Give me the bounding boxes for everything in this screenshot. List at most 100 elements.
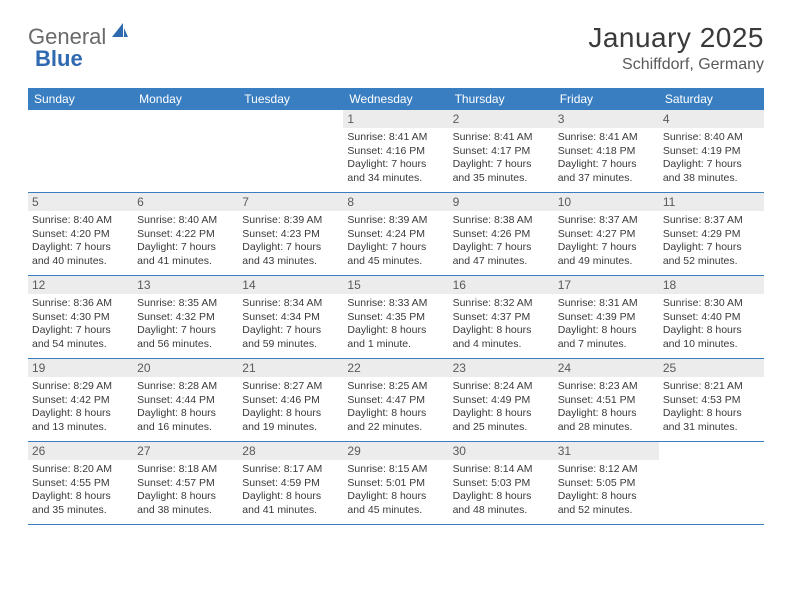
day-info: Sunrise: 8:41 AMSunset: 4:17 PMDaylight:… xyxy=(453,131,550,186)
day-cell: 5Sunrise: 8:40 AMSunset: 4:20 PMDaylight… xyxy=(28,193,133,275)
day-info: Sunrise: 8:18 AMSunset: 4:57 PMDaylight:… xyxy=(137,463,234,518)
sunrise: Sunrise: 8:41 AM xyxy=(558,131,655,145)
day-cell: 3Sunrise: 8:41 AMSunset: 4:18 PMDaylight… xyxy=(554,110,659,192)
sunset: Sunset: 5:01 PM xyxy=(347,477,444,491)
day-info: Sunrise: 8:21 AMSunset: 4:53 PMDaylight:… xyxy=(663,380,760,435)
sunset: Sunset: 4:19 PM xyxy=(663,145,760,159)
sunrise: Sunrise: 8:36 AM xyxy=(32,297,129,311)
day-cell: 27 Sunrise: 8:18 AMSunset: 4:57 PMDayligh… xyxy=(133,442,238,524)
sunset: Sunset: 4:24 PM xyxy=(347,228,444,242)
day-header-cell: Thursday xyxy=(449,88,554,110)
week-row: 19 Sunrise: 8:29 AMSunset: 4:42 PM Dayligh… xyxy=(28,359,764,442)
daylight-line2: and 52 minutes. xyxy=(558,504,655,518)
week-row: 26 Sunrise: 8:20 AMSunset: 4:55 PMDayligh… xyxy=(28,442,764,525)
day-number: 11 xyxy=(659,193,764,211)
day-cell: 8 Sunrise: 8:39 AMSunset: 4:24 PMDaylight… xyxy=(343,193,448,275)
daylight-line1: Daylight: 8 hours xyxy=(347,490,444,504)
day-number: 10 xyxy=(554,193,659,211)
sunset: Sunset: 4:17 PM xyxy=(453,145,550,159)
sunrise: Sunrise: 8:39 AM xyxy=(242,214,339,228)
month-title: January 2025 xyxy=(588,22,764,54)
daylight-line2: and 37 minutes. xyxy=(558,172,655,186)
day-number: 24 xyxy=(554,359,659,377)
day-cell: 2Sunrise: 8:41 AMSunset: 4:17 PMDaylight… xyxy=(449,110,554,192)
daylight-line1: Daylight: 8 hours xyxy=(558,324,655,338)
daylight-line2: and 40 minutes. xyxy=(32,255,129,269)
day-cell xyxy=(133,110,238,192)
sunset: Sunset: 4:32 PM xyxy=(137,311,234,325)
day-cell: 30Sunrise: 8:14 AMSunset: 5:03 PMDayligh… xyxy=(449,442,554,524)
sunset: Sunset: 4:30 PM xyxy=(32,311,129,325)
day-cell: 7Sunrise: 8:39 AMSunset: 4:23 PMDaylight… xyxy=(238,193,343,275)
day-number: 5 xyxy=(28,193,133,211)
daylight-line2: and 56 minutes. xyxy=(137,338,234,352)
sunset: Sunset: 4:42 PM xyxy=(32,394,129,408)
sunrise: Sunrise: 8:24 AM xyxy=(453,380,550,394)
week-row: 5Sunrise: 8:40 AMSunset: 4:20 PMDaylight… xyxy=(28,193,764,276)
day-number: 23 xyxy=(449,359,554,377)
sunrise: Sunrise: 8:29 AM xyxy=(32,380,129,394)
day-number: 16 xyxy=(449,276,554,294)
day-number: 26 xyxy=(28,442,133,460)
daylight-line1: Daylight: 8 hours xyxy=(242,407,339,421)
daylight-line1: Daylight: 8 hours xyxy=(663,407,760,421)
day-info: Sunrise: 8:39 AMSunset: 4:23 PMDaylight:… xyxy=(242,214,339,269)
sunrise: Sunrise: 8:25 AM xyxy=(347,380,444,394)
sunrise: Sunrise: 8:28 AM xyxy=(137,380,234,394)
daylight-line1: Daylight: 7 hours xyxy=(137,241,234,255)
day-number: 31 xyxy=(554,442,659,460)
sunset: Sunset: 4:34 PM xyxy=(242,311,339,325)
day-cell: 1Sunrise: 8:41 AMSunset: 4:16 PMDaylight… xyxy=(343,110,448,192)
sunrise: Sunrise: 8:41 AM xyxy=(453,131,550,145)
daylight-line2: and 13 minutes. xyxy=(32,421,129,435)
daylight-line2: and 4 minutes. xyxy=(453,338,550,352)
sunrise: Sunrise: 8:27 AM xyxy=(242,380,339,394)
sunset: Sunset: 5:03 PM xyxy=(453,477,550,491)
header: General January 2025 Schiffdorf, Germany xyxy=(28,22,764,74)
sunrise: Sunrise: 8:23 AM xyxy=(558,380,655,394)
daylight-line1: Daylight: 8 hours xyxy=(242,490,339,504)
daylight-line1: Daylight: 8 hours xyxy=(663,324,760,338)
daylight-line1: Daylight: 8 hours xyxy=(347,407,444,421)
sunset: Sunset: 4:37 PM xyxy=(453,311,550,325)
daylight-line2: and 7 minutes. xyxy=(558,338,655,352)
day-info: Sunrise: 8:37 AMSunset: 4:29 PMDaylight:… xyxy=(663,214,760,269)
sunset: Sunset: 4:55 PM xyxy=(32,477,129,491)
daylight-line2: and 45 minutes. xyxy=(347,504,444,518)
day-header-cell: Wednesday xyxy=(343,88,448,110)
day-header-cell: Sunday xyxy=(28,88,133,110)
daylight-line1: Daylight: 7 hours xyxy=(347,158,444,172)
day-header-cell: Tuesday xyxy=(238,88,343,110)
daylight-line2: and 47 minutes. xyxy=(453,255,550,269)
sunset: Sunset: 4:44 PM xyxy=(137,394,234,408)
day-info: Sunrise: 8:25 AMSunset: 4:47 PMDaylight:… xyxy=(347,380,444,435)
day-number: 27 xyxy=(133,442,238,460)
day-cell: 4Sunrise: 8:40 AMSunset: 4:19 PMDaylight… xyxy=(659,110,764,192)
daylight-line2: and 16 minutes. xyxy=(137,421,234,435)
daylight-line1: Daylight: 7 hours xyxy=(663,158,760,172)
sunrise: Sunrise: 8:37 AM xyxy=(663,214,760,228)
day-info: Sunrise: 8:33 AMSunset: 4:35 PMDaylight:… xyxy=(347,297,444,352)
daylight-line2: and 35 minutes. xyxy=(32,504,129,518)
daylight-line1: Daylight: 7 hours xyxy=(558,241,655,255)
daylight-line1: Daylight: 7 hours xyxy=(453,158,550,172)
sunset: Sunset: 4:26 PM xyxy=(453,228,550,242)
day-info: Sunrise: 8:17 AMSunset: 4:59 PMDaylight:… xyxy=(242,463,339,518)
sunrise: Sunrise: 8:40 AM xyxy=(663,131,760,145)
day-info: Sunrise: 8:39 AMSunset: 4:24 PMDaylight:… xyxy=(347,214,444,269)
day-info: Sunrise: 8:20 AMSunset: 4:55 PMDaylight:… xyxy=(32,463,129,518)
daylight-line2: and 31 minutes. xyxy=(663,421,760,435)
day-number: 19 xyxy=(28,359,133,377)
day-info: Sunrise: 8:38 AMSunset: 4:26 PMDaylight:… xyxy=(453,214,550,269)
day-info: Sunrise: 8:40 AMSunset: 4:19 PMDaylight:… xyxy=(663,131,760,186)
day-header-cell: Saturday xyxy=(659,88,764,110)
sunset: Sunset: 4:51 PM xyxy=(558,394,655,408)
day-cell: 22Sunrise: 8:25 AMSunset: 4:47 PMDayligh… xyxy=(343,359,448,441)
day-cell: 25Sunrise: 8:21 AMSunset: 4:53 PMDayligh… xyxy=(659,359,764,441)
day-cell: 20Sunrise: 8:28 AMSunset: 4:44 PMDayligh… xyxy=(133,359,238,441)
sunset: Sunset: 4:27 PM xyxy=(558,228,655,242)
day-info: Sunrise: 8:34 AMSunset: 4:34 PMDaylight:… xyxy=(242,297,339,352)
sunrise: Sunrise: 8:12 AM xyxy=(558,463,655,477)
day-number: 8 xyxy=(343,193,448,211)
daylight-line1: Daylight: 8 hours xyxy=(137,490,234,504)
